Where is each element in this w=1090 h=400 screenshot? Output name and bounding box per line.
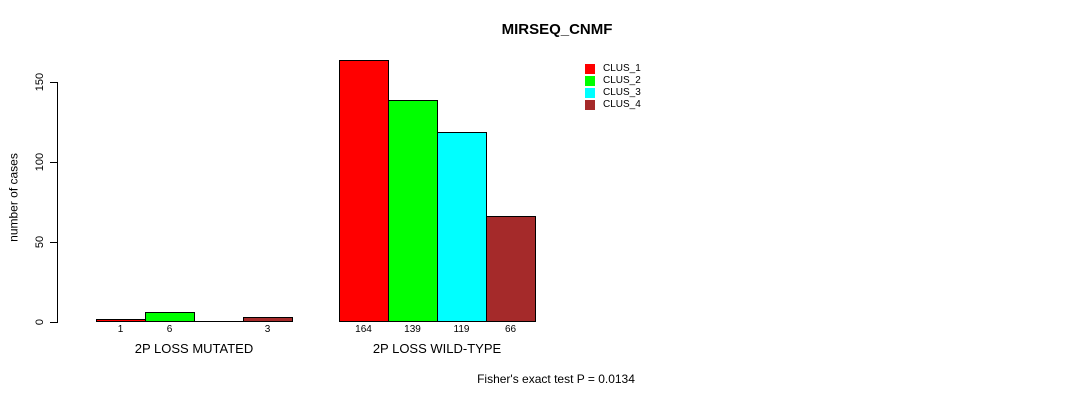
bar-value-label: 66	[504, 324, 517, 335]
y-axis-tick	[50, 162, 57, 163]
legend-item: CLUS_1	[585, 64, 641, 74]
legend-label: CLUS_3	[603, 87, 641, 98]
bar-value-label: 164	[355, 324, 372, 335]
y-axis-tick-label: 50	[34, 235, 46, 249]
legend-item: CLUS_2	[585, 76, 641, 86]
bar-value-label: 139	[404, 324, 421, 335]
y-axis-tick-label: 0	[34, 318, 46, 326]
x-axis-group-label-wild-type: 2P LOSS WILD-TYPE	[372, 341, 502, 356]
x-axis-group-label-mutated: 2P LOSS MUTATED	[134, 341, 254, 356]
y-axis-tick	[50, 82, 57, 83]
y-axis-label: number of cases	[6, 153, 21, 242]
bar-zero-clus_3-mutated	[194, 321, 244, 322]
fisher-test-annotation: Fisher's exact test P = 0.0134	[477, 372, 635, 386]
y-axis-tick	[50, 322, 57, 323]
chart-title: MIRSEQ_CNMF	[501, 21, 613, 38]
y-axis-tick-label: 100	[34, 152, 46, 172]
legend-swatch-clus-2	[585, 76, 595, 86]
bar-clus_3-wild-type	[437, 132, 487, 322]
legend-label: CLUS_4	[603, 99, 641, 110]
bar-value-label: 1	[117, 324, 124, 335]
legend-item: CLUS_4	[585, 100, 641, 110]
bar-value-label: 119	[453, 324, 470, 335]
bar-value-label: 6	[166, 324, 173, 335]
bar-clus_2-mutated	[145, 312, 195, 322]
bar-clus_1-mutated	[96, 319, 146, 322]
legend-label: CLUS_2	[603, 75, 641, 86]
legend-swatch-clus-4	[585, 100, 595, 110]
bar-clus_2-wild-type	[388, 100, 438, 322]
y-axis-line	[57, 82, 58, 323]
legend-item: CLUS_3	[585, 88, 641, 98]
y-axis-tick	[50, 242, 57, 243]
bar-clus_1-wild-type	[339, 60, 389, 322]
legend-label: CLUS_1	[603, 63, 641, 74]
legend: CLUS_1 CLUS_2 CLUS_3 CLUS_4	[585, 64, 641, 112]
bar-clus_4-mutated	[243, 317, 293, 322]
legend-swatch-clus-1	[585, 64, 595, 74]
y-axis-tick-label: 150	[34, 72, 46, 92]
bar-value-label: 3	[264, 324, 271, 335]
bar-clus_4-wild-type	[486, 216, 536, 322]
legend-swatch-clus-3	[585, 88, 595, 98]
